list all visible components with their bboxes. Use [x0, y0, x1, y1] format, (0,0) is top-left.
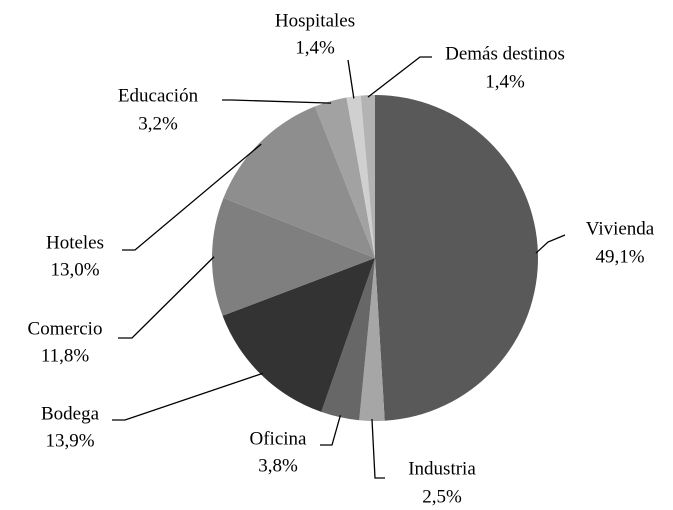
- slice-label: Vivienda: [586, 218, 655, 239]
- slice-value: 13,9%: [45, 430, 94, 451]
- slice-label: Educación: [118, 85, 199, 106]
- leader-line: [347, 59, 355, 99]
- slice-value: 1,4%: [485, 71, 525, 92]
- pie-slice: [375, 95, 538, 421]
- slice-label: Hoteles: [46, 232, 104, 253]
- slice-label: Comercio: [28, 318, 103, 339]
- pie-slice: [321, 258, 375, 421]
- slice-value: 3,8%: [258, 455, 298, 476]
- slice-label: Hospitales: [275, 10, 355, 31]
- slice-value: 1,4%: [295, 37, 335, 58]
- leader-line: [535, 234, 566, 254]
- slice-label: Bodega: [41, 403, 100, 424]
- pie-slice: [360, 95, 375, 258]
- leader-line: [367, 56, 432, 98]
- slice-value: 13,0%: [50, 259, 99, 280]
- slice-value: 11,8%: [41, 345, 90, 366]
- leader-line: [118, 256, 215, 339]
- slice-label: Demás destinos: [445, 43, 565, 64]
- slice-value: 49,1%: [595, 246, 644, 267]
- leader-line: [371, 418, 385, 479]
- leader-line: [122, 143, 262, 251]
- slice-label: Industria: [408, 458, 476, 479]
- slice-value: 3,2%: [138, 113, 178, 134]
- leader-line: [112, 372, 263, 421]
- pie-slice: [346, 95, 375, 258]
- leader-line: [222, 99, 332, 104]
- pie-slice: [315, 97, 375, 258]
- pie-slice: [212, 197, 375, 316]
- leader-line: [320, 415, 342, 446]
- slice-value: 2,5%: [422, 486, 462, 507]
- slice-label: Oficina: [250, 428, 308, 449]
- pie-slice: [359, 258, 385, 421]
